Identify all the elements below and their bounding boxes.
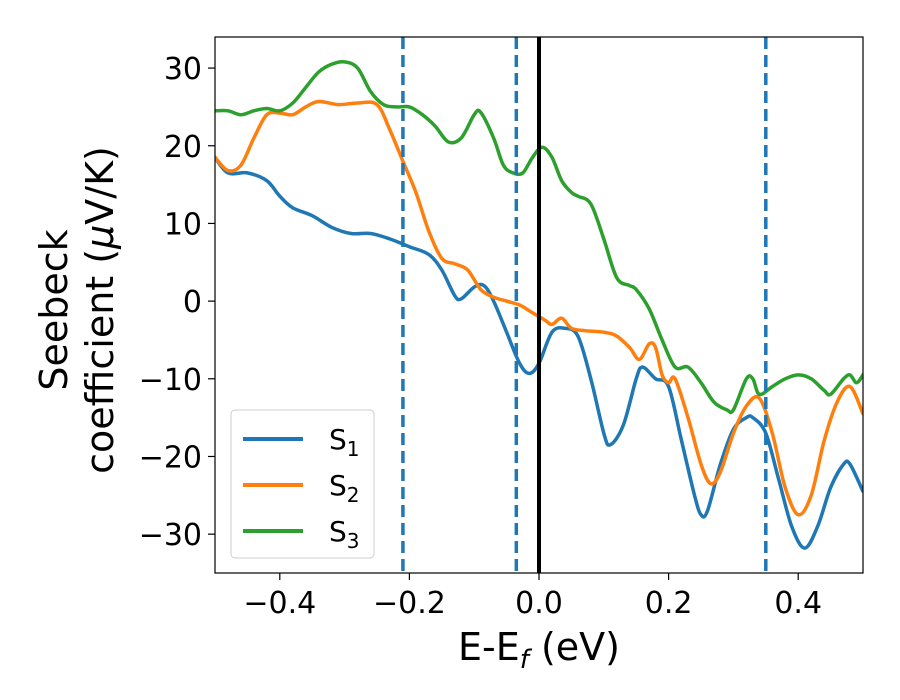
y-tick-label: −10 (139, 363, 202, 398)
x-axis-label: E-Ef (eV) (458, 625, 620, 675)
y-axis-label-line1: Seebeck (32, 229, 76, 390)
x-tick-label: −0.4 (243, 586, 316, 621)
series-line-s1 (215, 155, 863, 550)
legend: S1 S2 S3 (230, 409, 375, 559)
legend-label: S1 (329, 423, 360, 461)
legend-label: S2 (329, 469, 360, 507)
legend-item-s2: S2 (243, 469, 360, 507)
series-line-s2 (215, 99, 863, 517)
x-tick-label: 0.4 (774, 586, 822, 621)
y-tick-label: 0 (183, 285, 202, 320)
y-tick-label: 30 (164, 52, 202, 87)
legend-item-s3: S3 (243, 515, 360, 553)
plot-area (215, 59, 863, 550)
y-tick-label: 10 (164, 207, 202, 242)
x-axis: −0.4 −0.2 0.0 0.2 0.4 (243, 573, 822, 621)
legend-label: S3 (329, 515, 360, 553)
legend-item-s1: S1 (243, 423, 360, 461)
x-tick-label: 0.2 (645, 586, 693, 621)
x-tick-label: −0.2 (373, 586, 446, 621)
y-axis: −30 −20 −10 0 10 20 30 (139, 52, 215, 553)
y-tick-label: −30 (139, 518, 202, 553)
y-axis-label: Seebeck coefficient (μV/K) (32, 146, 122, 474)
series-line-s3 (215, 59, 863, 415)
reference-lines (401, 37, 768, 573)
y-tick-label: −20 (139, 440, 202, 475)
y-axis-label-line2: coefficient (μV/K) (78, 146, 122, 474)
x-tick-label: 0.0 (515, 586, 563, 621)
y-tick-label: 20 (164, 130, 202, 165)
